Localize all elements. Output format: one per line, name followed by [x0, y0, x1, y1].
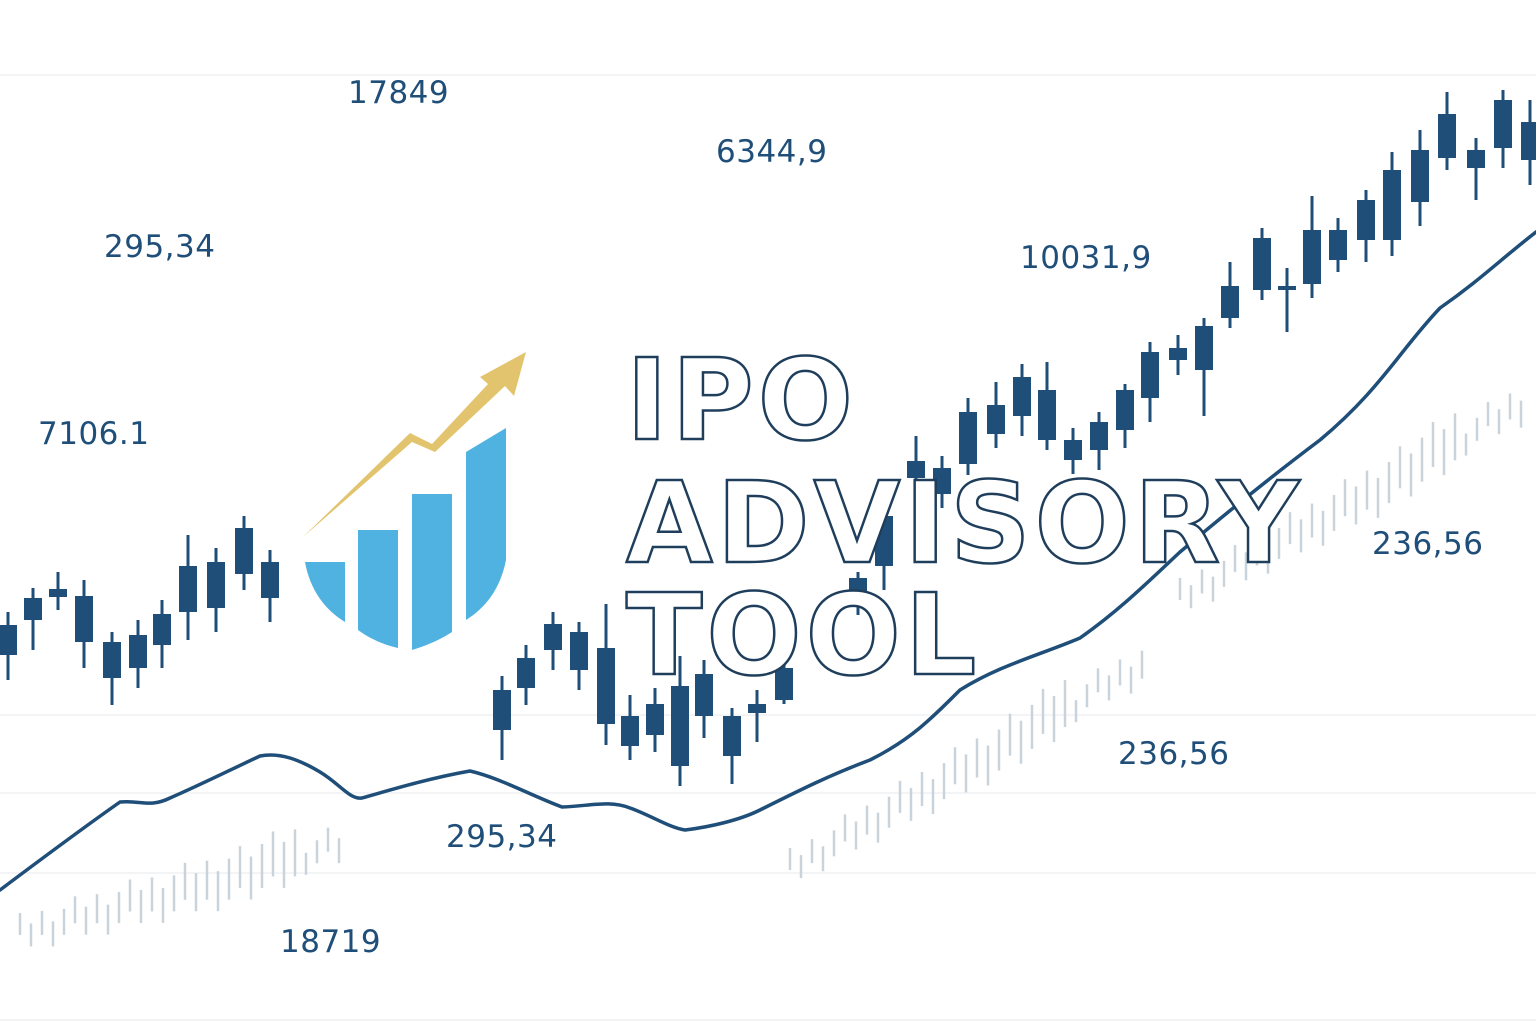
candle-body — [723, 716, 741, 756]
value-label: 295,34 — [104, 229, 216, 265]
candle-body — [1221, 286, 1239, 318]
candle-body — [875, 516, 893, 566]
growth-chart-logo-icon — [303, 352, 526, 650]
faint-candles — [18, 393, 1523, 947]
candle-body — [261, 562, 279, 598]
candle-body — [153, 614, 171, 645]
candle-body — [907, 461, 925, 478]
candle-body — [1329, 230, 1347, 260]
candle-body — [987, 405, 1005, 434]
candle-body — [1013, 377, 1031, 416]
candle-body — [207, 562, 225, 608]
candle-body — [1116, 390, 1134, 430]
candle-body — [1253, 238, 1271, 290]
candle-body — [1169, 348, 1187, 360]
candle-body — [597, 648, 615, 724]
candle-body — [1141, 352, 1159, 398]
candle-body — [1038, 390, 1056, 440]
candle-body — [1357, 200, 1375, 240]
candle-body — [1467, 150, 1485, 168]
candle-body — [1303, 230, 1321, 284]
candle-body — [24, 598, 42, 620]
candle-body — [1195, 326, 1213, 370]
candle-body — [695, 674, 713, 716]
candle-body — [1090, 422, 1108, 450]
value-label: 10031,9 — [1020, 240, 1152, 276]
candle-body — [235, 528, 253, 574]
gridlines — [0, 74, 1536, 1021]
candle-body — [570, 632, 588, 670]
candle-body — [775, 668, 793, 700]
title-line-1: IPO — [625, 336, 857, 466]
title-line-2: ADVISORY — [625, 459, 1304, 589]
title-line-3: TOOL — [625, 571, 981, 701]
candle-body — [129, 635, 147, 668]
candle-body — [1521, 122, 1536, 160]
value-label: 17849 — [348, 75, 450, 111]
value-label: 7106.1 — [38, 416, 150, 452]
value-label: 6344,9 — [716, 134, 828, 170]
candle-body — [621, 716, 639, 746]
candle-body — [933, 468, 951, 494]
candle-body — [1064, 440, 1082, 460]
candle-body — [49, 589, 67, 597]
candle-body — [1278, 286, 1296, 290]
value-label: 236,56 — [1372, 526, 1484, 562]
candle-body — [1494, 100, 1512, 148]
candle-body — [748, 704, 766, 713]
candle-body — [646, 704, 664, 735]
value-label: 18719 — [280, 924, 382, 960]
candle-body — [179, 566, 197, 612]
trend-line — [0, 230, 1536, 892]
candle-body — [103, 642, 121, 678]
candle-body — [1411, 150, 1429, 202]
candle-body — [1438, 114, 1456, 158]
candle-body — [671, 686, 689, 766]
candle-body — [849, 578, 867, 596]
candle-body — [959, 412, 977, 464]
candle-body — [75, 596, 93, 642]
candle-body — [517, 658, 535, 688]
candle-body — [0, 625, 17, 655]
value-label: 295,34 — [446, 819, 558, 855]
candle-body — [544, 624, 562, 650]
candlestick-series — [0, 90, 1536, 786]
candle-body — [493, 690, 511, 730]
candle-body — [1383, 170, 1401, 240]
value-label: 236,56 — [1118, 736, 1230, 772]
